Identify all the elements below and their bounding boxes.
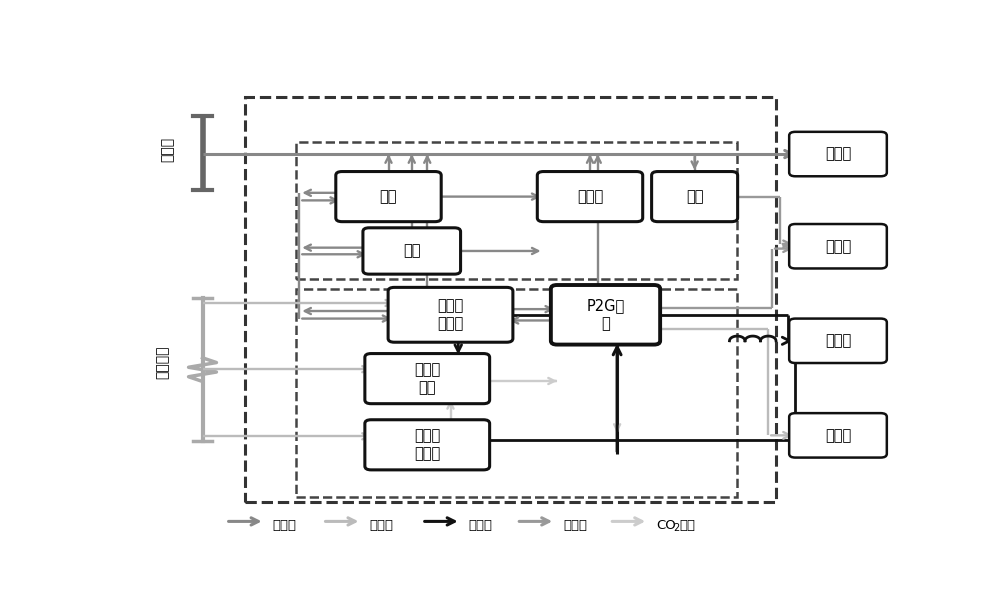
Text: 风机: 风机 — [403, 244, 420, 258]
FancyBboxPatch shape — [336, 171, 441, 222]
FancyBboxPatch shape — [365, 354, 490, 403]
Text: 冷能流: 冷能流 — [563, 519, 587, 532]
FancyBboxPatch shape — [388, 287, 513, 342]
FancyBboxPatch shape — [652, 171, 738, 222]
Text: 配电网: 配电网 — [161, 137, 175, 162]
Text: 光伏: 光伏 — [380, 189, 397, 204]
FancyBboxPatch shape — [789, 319, 887, 363]
Text: 热电联
产机组: 热电联 产机组 — [437, 298, 464, 331]
Text: 电储能: 电储能 — [577, 189, 603, 204]
Text: 天然气网: 天然气网 — [155, 345, 169, 379]
Text: 电负荷: 电负荷 — [825, 147, 851, 161]
FancyBboxPatch shape — [789, 132, 887, 176]
Text: 热能流: 热能流 — [468, 519, 492, 532]
Text: 电能流: 电能流 — [272, 519, 296, 532]
Text: 碳捕集
系统: 碳捕集 系统 — [414, 362, 440, 395]
Text: 2: 2 — [674, 524, 680, 534]
Bar — [296, 289, 737, 497]
FancyBboxPatch shape — [789, 224, 887, 268]
FancyBboxPatch shape — [551, 285, 660, 344]
Text: 气负荷: 气负荷 — [825, 428, 851, 443]
Text: 空调: 空调 — [686, 189, 703, 204]
FancyBboxPatch shape — [363, 228, 461, 274]
Bar — [296, 142, 737, 279]
Text: CO: CO — [656, 519, 676, 532]
FancyBboxPatch shape — [537, 171, 643, 222]
Text: 热负荷: 热负荷 — [825, 333, 851, 348]
FancyBboxPatch shape — [365, 420, 490, 470]
Bar — [245, 97, 776, 502]
FancyBboxPatch shape — [789, 413, 887, 457]
Text: 燃气流: 燃气流 — [369, 519, 393, 532]
Text: P2G设
备: P2G设 备 — [586, 298, 625, 331]
Text: 流动: 流动 — [679, 519, 695, 532]
Text: 冷负荷: 冷负荷 — [825, 239, 851, 254]
Text: 微型燃
气轮机: 微型燃 气轮机 — [414, 429, 440, 461]
